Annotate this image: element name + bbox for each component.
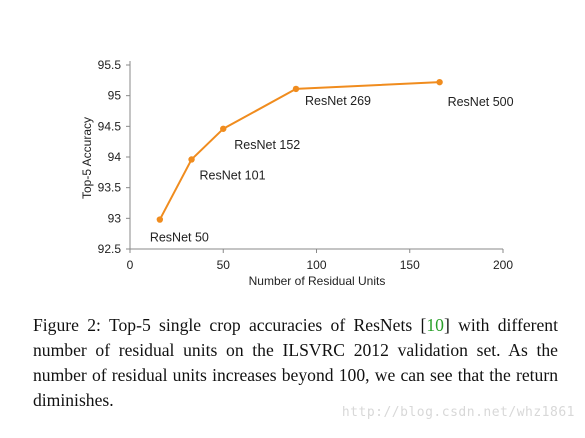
- watermark: http://blog.csdn.net/whz1861: [341, 405, 575, 420]
- y-tick-label: 93: [108, 211, 122, 225]
- y-axis-title: Top-5 Accuracy: [80, 117, 94, 199]
- y-tick-label: 95.5: [98, 58, 122, 72]
- x-tick-label: 0: [127, 258, 134, 272]
- data-label: ResNet 101: [200, 168, 266, 182]
- chart-axes: [129, 61, 503, 250]
- caption-prefix: Figure 2:: [33, 315, 101, 335]
- y-tick-label: 94.5: [98, 119, 122, 133]
- data-point: [188, 156, 195, 163]
- y-axis-ticks: 92.5 93 93.5 94 94.5 95 95.5: [98, 58, 130, 256]
- data-label: ResNet 500: [448, 95, 514, 109]
- x-axis-ticks: 0 50 100 150 200: [127, 249, 513, 272]
- caption-reference-link[interactable]: 10: [426, 315, 444, 335]
- x-tick-label: 100: [306, 258, 326, 272]
- x-axis-title: Number of Residual Units: [249, 274, 386, 288]
- accuracy-series: [156, 78, 443, 223]
- y-tick-label: 92.5: [98, 242, 122, 256]
- y-tick-label: 94: [108, 150, 122, 164]
- data-label: ResNet 152: [234, 138, 300, 152]
- x-tick-label: 50: [217, 258, 231, 272]
- y-tick-label: 93.5: [98, 181, 122, 195]
- data-label: ResNet 50: [150, 231, 209, 245]
- y-tick-label: 95: [108, 89, 122, 103]
- caption-text-after-ref: ] with different number of residual unit…: [33, 315, 558, 410]
- data-label: ResNet 269: [305, 94, 371, 108]
- x-tick-label: 200: [493, 258, 513, 272]
- data-point: [156, 216, 164, 223]
- caption-text-before-ref: Top-5 single crop accuracies of ResNets …: [108, 315, 427, 335]
- line-chart: 92.5 93 93.5 94 94.5 95 95.5 0 50 100 150 200 ResN…: [80, 58, 514, 288]
- data-point: [220, 125, 227, 132]
- x-tick-label: 150: [400, 258, 420, 272]
- figure-caption: Figure 2: Top-5 single crop accuracies o…: [33, 313, 558, 413]
- point-labels: ResNet 50 ResNet 101 ResNet 152 ResNet 269 R…: [150, 94, 514, 245]
- data-point: [436, 78, 443, 86]
- data-point: [292, 85, 300, 93]
